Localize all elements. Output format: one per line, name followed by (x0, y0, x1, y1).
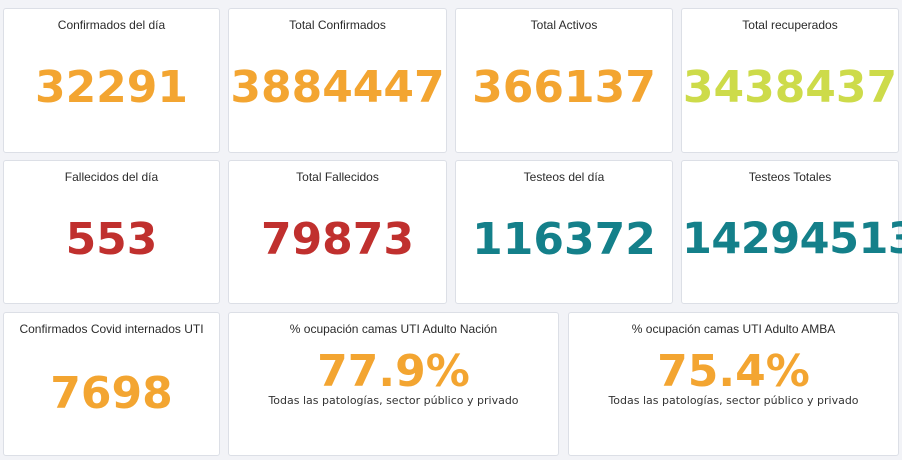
card-value: 553 (65, 214, 158, 265)
card-title: % ocupación camas UTI Adulto AMBA (631, 322, 836, 336)
card-testeos-totales: Testeos Totales 14294513 (681, 160, 902, 304)
card-value: 75.4% (657, 346, 810, 397)
card-title: % ocupación camas UTI Adulto Nación (289, 322, 498, 336)
card-title: Total Fallecidos (296, 170, 379, 184)
card-value: 116372 (472, 214, 656, 265)
card-title: Testeos Totales (748, 170, 832, 184)
card-title: Fallecidos del día (64, 170, 159, 184)
card-confirmados-internados-uti: Confirmados Covid internados UTI 7698 (3, 312, 220, 456)
card-title: Total recuperados (742, 18, 838, 32)
card-value: 77.9% (317, 346, 470, 397)
card-subtitle: Todas las patologías, sector público y p… (268, 394, 519, 407)
card-total-confirmados: Total Confirmados 3884447 (228, 8, 447, 153)
card-value: 7698 (50, 368, 173, 419)
card-value: 3438437 (682, 62, 898, 113)
card-subtitle: Todas las patologías, sector público y p… (608, 394, 859, 407)
card-title: Confirmados del día (57, 18, 166, 32)
card-confirmados-del-dia: Confirmados del día 32291 (3, 8, 220, 153)
card-value: 79873 (260, 214, 415, 265)
card-testeos-del-dia: Testeos del día 116372 (455, 160, 673, 304)
card-value: 32291 (34, 62, 189, 113)
card-title: Testeos del día (523, 170, 605, 184)
card-value: 14294513 (682, 214, 902, 264)
card-total-activos: Total Activos 366137 (455, 8, 673, 153)
card-title: Confirmados Covid internados UTI (19, 322, 204, 336)
card-value: 3884447 (230, 62, 445, 113)
card-fallecidos-del-dia: Fallecidos del día 553 (3, 160, 220, 304)
card-ocupacion-uti-nacion: % ocupación camas UTI Adulto Nación 77.9… (228, 312, 559, 456)
card-title: Total Confirmados (289, 18, 386, 32)
card-total-fallecidos: Total Fallecidos 79873 (228, 160, 447, 304)
card-value: 366137 (472, 62, 656, 113)
card-title: Total Activos (530, 18, 598, 32)
card-ocupacion-uti-amba: % ocupación camas UTI Adulto AMBA 75.4% … (568, 312, 899, 456)
card-total-recuperados: Total recuperados 3438437 (681, 8, 899, 153)
